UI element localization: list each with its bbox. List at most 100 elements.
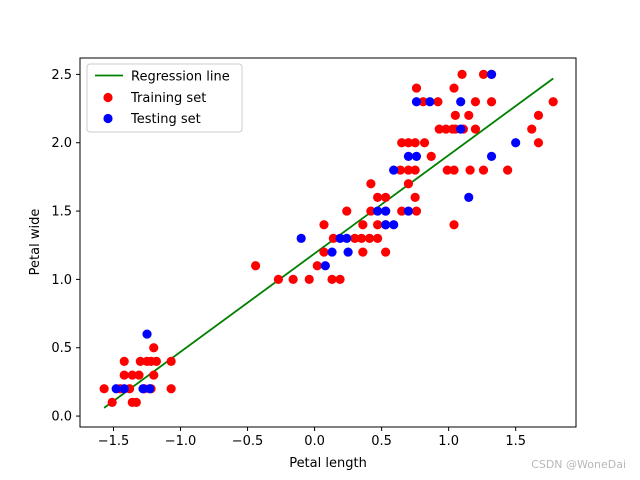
- training-point: [119, 370, 129, 380]
- training-point: [533, 110, 544, 120]
- x-tick-label: −1.0: [165, 434, 197, 449]
- training-point: [342, 206, 352, 216]
- training-point: [419, 138, 430, 148]
- training-point: [135, 356, 145, 366]
- regression-line: [103, 77, 554, 409]
- training-point: [478, 165, 489, 175]
- testing-point: [320, 261, 330, 271]
- y-tick-label: 2.0: [51, 136, 72, 151]
- testing-point: [138, 384, 148, 394]
- training-point: [470, 97, 481, 107]
- training-point: [533, 138, 544, 148]
- training-point: [403, 165, 414, 175]
- training-point: [149, 370, 159, 380]
- testing-point: [145, 384, 155, 394]
- testing-point: [411, 151, 422, 161]
- watermark: CSDN @WoneDai: [531, 458, 626, 471]
- training-point: [527, 124, 537, 134]
- training-point: [410, 138, 420, 148]
- testing-point: [389, 165, 399, 175]
- training-point: [251, 261, 261, 271]
- training-point: [470, 124, 481, 134]
- training-point: [449, 220, 459, 230]
- training-point: [99, 384, 109, 394]
- training-point: [149, 343, 159, 353]
- testing-point: [142, 329, 152, 339]
- training-point: [107, 397, 117, 407]
- training-point: [410, 165, 420, 175]
- training-point: [304, 274, 314, 284]
- y-axis-label: Petal wide: [28, 209, 43, 276]
- x-tick-label: 0.5: [371, 434, 392, 449]
- legend-label-regression: Regression line: [131, 70, 230, 85]
- x-tick-label: 1.0: [438, 434, 459, 449]
- testing-point: [511, 138, 521, 148]
- testing-point: [119, 384, 129, 394]
- training-point: [395, 165, 405, 175]
- x-tick-label: −1.5: [98, 434, 130, 449]
- testing-point: [342, 233, 352, 243]
- training-point: [319, 247, 329, 257]
- testing-point: [296, 233, 306, 243]
- x-tick-label: −0.5: [232, 434, 264, 449]
- training-point: [403, 179, 414, 189]
- training-point: [335, 274, 345, 284]
- testing-point: [411, 97, 422, 107]
- x-tick-label: 1.5: [505, 434, 526, 449]
- training-point: [411, 83, 422, 93]
- legend-label-testing: Testing set: [130, 112, 201, 127]
- training-point: [288, 274, 298, 284]
- legend-swatch-testing: [103, 113, 113, 124]
- training-point: [151, 356, 162, 366]
- training-point: [127, 370, 137, 380]
- testing-point: [373, 206, 383, 216]
- training-point: [119, 356, 129, 366]
- y-tick-label: 0.0: [51, 410, 72, 425]
- training-point: [450, 110, 460, 120]
- testing-point: [456, 124, 466, 134]
- training-point: [486, 97, 497, 107]
- training-point: [465, 165, 475, 175]
- training-point: [434, 124, 444, 134]
- training-point: [319, 220, 329, 230]
- training-point: [373, 233, 383, 243]
- x-tick-label: 0.0: [304, 434, 325, 449]
- training-point: [166, 356, 176, 366]
- plot-frame: [79, 57, 577, 428]
- training-point: [449, 83, 459, 93]
- testing-point: [381, 206, 391, 216]
- testing-point: [456, 97, 466, 107]
- testing-point: [389, 220, 399, 230]
- training-point: [397, 138, 407, 148]
- y-tick-label: 2.5: [51, 68, 72, 83]
- testing-point: [403, 206, 414, 216]
- training-point: [403, 138, 414, 148]
- training-point: [327, 274, 337, 284]
- y-tick-label: 1.0: [51, 273, 72, 288]
- testing-point: [343, 247, 353, 257]
- training-point: [373, 192, 383, 202]
- axis-ticks: −1.5 −1.0 −0.5 0.0 0.5 1.0 1.5 0.0 0.5 1.0 1.5 2.0 2…: [51, 68, 526, 449]
- testing-point: [425, 97, 435, 107]
- testing-point: [403, 151, 414, 161]
- training-point: [131, 397, 141, 407]
- training-point: [312, 261, 322, 271]
- training-point: [381, 192, 391, 202]
- legend: Regression line Training set Testing set: [86, 63, 243, 133]
- training-point: [411, 206, 422, 216]
- training-point: [426, 151, 436, 161]
- training-point: [464, 110, 474, 120]
- training-point: [350, 233, 360, 243]
- testing-point: [486, 69, 497, 79]
- training-point: [433, 97, 443, 107]
- training-point: [441, 124, 451, 134]
- legend-label-training: Training set: [130, 91, 206, 106]
- training-point: [478, 69, 489, 79]
- y-tick-label: 0.5: [51, 341, 72, 356]
- testing-point: [327, 247, 337, 257]
- training-point: [548, 97, 558, 107]
- training-point: [410, 192, 420, 202]
- testing-point: [111, 384, 121, 394]
- legend-swatch-training: [103, 92, 113, 103]
